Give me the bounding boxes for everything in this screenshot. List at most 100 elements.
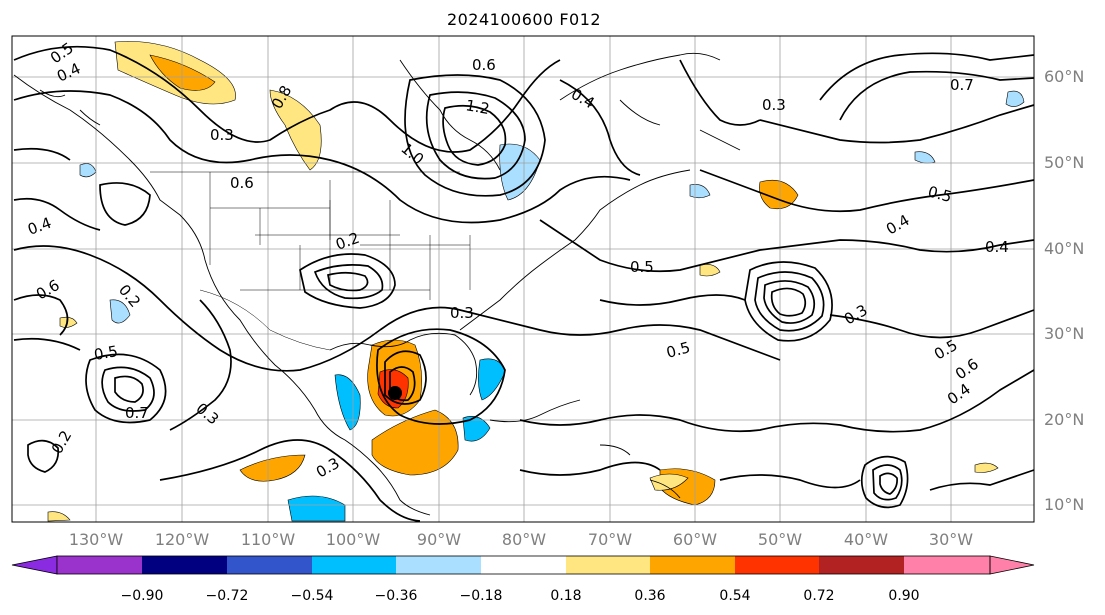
shade-patch — [649, 473, 689, 491]
coastline — [329, 332, 478, 396]
colorbar-segment — [481, 556, 566, 574]
colorbar-segment — [57, 556, 142, 574]
shade-patch — [478, 358, 506, 401]
lon-label-120w: 120°W — [155, 530, 210, 549]
shade-patch — [1005, 90, 1025, 107]
colorbar-segment — [566, 556, 650, 574]
colorbar-segment — [650, 556, 735, 574]
colorbar-tick: −0.18 — [460, 588, 503, 604]
contour-line — [929, 469, 1035, 491]
contour-line — [519, 461, 861, 489]
coastline — [399, 59, 501, 171]
colorbar-over-arrow — [989, 555, 1035, 575]
contour-line — [872, 464, 903, 501]
colorbar-tick: 0.90 — [888, 588, 919, 604]
contour-line — [404, 74, 546, 197]
colorbar-tick: 0.54 — [719, 588, 750, 604]
border-line — [199, 289, 331, 351]
colorbar-segment — [396, 556, 481, 574]
lon-label-130w: 130°W — [69, 530, 124, 549]
lat-label-30n: 30°N — [1044, 324, 1084, 343]
contour-line — [13, 294, 81, 351]
contour-line — [754, 271, 825, 332]
contour-label: 0.5 — [630, 258, 654, 276]
contour-line — [114, 375, 144, 403]
coastline — [39, 89, 101, 126]
shade-patch — [239, 454, 306, 482]
coastline — [619, 99, 741, 151]
contour-label: 0.6 — [230, 174, 254, 192]
contour-line — [425, 91, 526, 180]
contour-label: 0.4 — [985, 238, 1009, 256]
contour-line — [13, 245, 781, 372]
coastline — [13, 74, 431, 516]
shade-patch — [699, 264, 721, 277]
contour-label: 0.3 — [762, 96, 786, 114]
map-title: 2024100600 F012 — [446, 10, 602, 29]
colorbar-segment — [227, 556, 312, 574]
contour-label: 0.5 — [926, 182, 954, 206]
lon-label-60w: 60°W — [673, 530, 717, 549]
lon-label-40w: 40°W — [844, 530, 888, 549]
shade-patch — [269, 89, 322, 171]
contour-line — [442, 104, 507, 166]
map-frame — [11, 35, 1035, 523]
lat-label-20n: 20°N — [1044, 410, 1084, 429]
contour-line — [539, 219, 1035, 273]
colorbar-tick: −0.36 — [375, 588, 418, 604]
lat-label-50n: 50°N — [1044, 153, 1084, 172]
contour-line — [839, 70, 1035, 121]
contour-line — [159, 439, 421, 522]
shade-patch — [759, 179, 799, 209]
contour-line — [299, 253, 396, 309]
lon-label-50w: 50°W — [758, 530, 802, 549]
shade-patch — [914, 151, 936, 164]
shade-patch — [371, 409, 459, 476]
contour-line — [819, 52, 1035, 101]
contour-label: 1.2 — [464, 96, 491, 118]
contour-line — [13, 147, 101, 231]
lat-label-40n: 40°N — [1044, 239, 1084, 258]
colorbar-tick: −0.72 — [206, 588, 249, 604]
shade-patch — [149, 54, 216, 91]
political-borders — [150, 171, 471, 351]
lon-label-110w: 110°W — [241, 530, 296, 549]
colorbar-tick: −0.90 — [121, 588, 164, 604]
contour-line — [744, 261, 833, 342]
colorbar-tick-labels: −0.90 −0.72 −0.54 −0.36 −0.18 0.18 0.36 … — [121, 588, 920, 604]
lon-label-100w: 100°W — [326, 530, 381, 549]
contour-line — [101, 366, 155, 412]
border-line — [150, 171, 471, 300]
lon-label-30w: 30°W — [929, 530, 973, 549]
colorbar-under-arrow — [11, 555, 58, 575]
longitude-labels: 130°W 120°W 110°W 100°W 90°W 80°W 70°W 6… — [69, 530, 973, 549]
contour-label: 0.7 — [125, 404, 149, 422]
shade-patch — [462, 416, 491, 442]
shade-patch — [109, 299, 131, 324]
colorbar — [11, 555, 1035, 575]
contour-line — [759, 104, 1035, 144]
lat-label-60n: 60°N — [1044, 67, 1084, 86]
lon-label-70w: 70°W — [588, 530, 632, 549]
coastlines — [13, 52, 741, 516]
coastline — [459, 169, 691, 331]
contour-label: 0.7 — [950, 76, 974, 94]
contour-label: 0.6 — [472, 56, 496, 74]
contour-line — [13, 45, 561, 153]
contour-label: 0.5 — [664, 338, 692, 362]
colorbar-tick: 0.72 — [803, 588, 834, 604]
colorbar-segment — [312, 556, 396, 574]
contour-line — [770, 287, 807, 317]
gridlines — [12, 36, 1034, 522]
contour-line — [376, 328, 506, 425]
coastline — [489, 399, 681, 499]
colorbar-tick: −0.54 — [291, 588, 334, 604]
contour-label: 0.3 — [450, 304, 474, 322]
contour-line — [85, 353, 167, 424]
colorbar-segment — [819, 556, 904, 574]
colorbar-segment — [142, 556, 227, 574]
contour-line — [27, 439, 60, 473]
contour-line — [860, 455, 909, 509]
contour-lines — [13, 45, 1035, 522]
